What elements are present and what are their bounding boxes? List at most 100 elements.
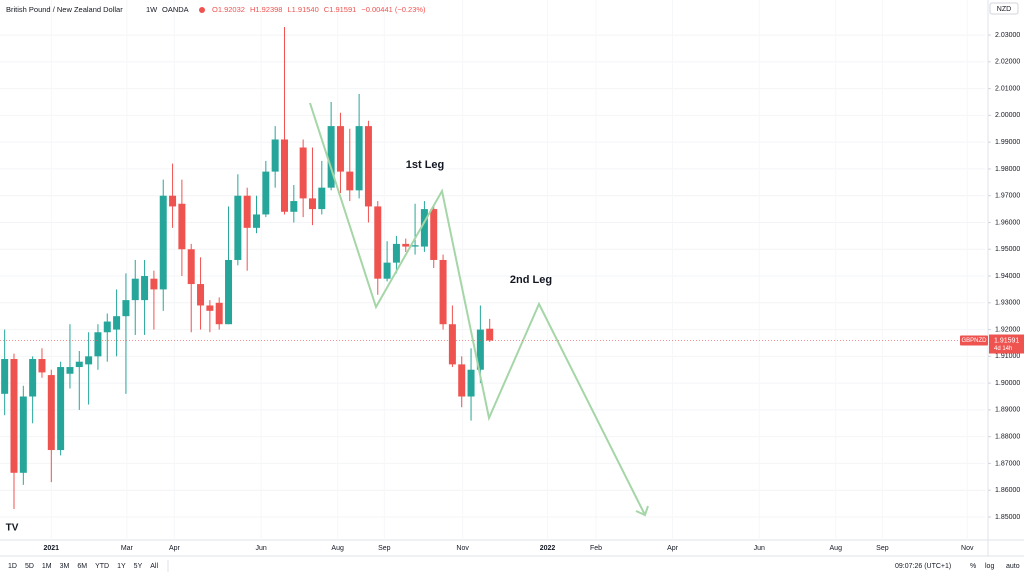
- candle-body: [336, 126, 344, 172]
- x-tick-label: Sep: [378, 545, 391, 552]
- candle-body: [197, 284, 205, 306]
- candle-body: [10, 359, 18, 473]
- candle-body: [19, 396, 27, 473]
- logo: TV: [6, 523, 19, 534]
- source: OANDA: [162, 5, 189, 14]
- clock: 09:07:26 (UTC+1): [895, 563, 951, 570]
- range-button[interactable]: YTD: [95, 563, 109, 570]
- currency-button[interactable]: [989, 2, 1019, 15]
- symbol-tag: GBPNZD: [961, 338, 987, 344]
- candle-body: [318, 187, 326, 210]
- range-button[interactable]: 1M: [42, 563, 52, 570]
- symbol-tag-bg: [960, 335, 988, 346]
- candle-body: [113, 316, 121, 330]
- candle-body: [150, 278, 158, 290]
- candle-body: [486, 328, 494, 341]
- candle-body: [364, 126, 372, 207]
- last-price-bg: [989, 334, 1024, 354]
- candle-body: [1, 359, 9, 394]
- y-tick-label: 1.89000: [995, 407, 1020, 414]
- candle-body: [262, 171, 270, 215]
- y-tick-label: 1.86000: [995, 487, 1020, 494]
- candle-body: [131, 278, 139, 301]
- interval: 1W: [146, 5, 158, 14]
- last-price-label: 1.91591: [994, 337, 1019, 344]
- candle-body: [411, 245, 419, 247]
- candle-body: [253, 214, 261, 228]
- candle-body: [103, 321, 111, 333]
- candle-body: [374, 206, 382, 279]
- drawing-arrowhead: [635, 505, 649, 517]
- toolbar: 1D 5D 1M 3M 6M YTD 1Y 5Y All 09:07:26 (UTC+1)% log…: [8, 560, 1020, 572]
- candle-body: [290, 201, 298, 212]
- range-button[interactable]: 5D: [25, 563, 34, 570]
- x-tick-label: Jun: [256, 545, 267, 552]
- candle-body: [392, 243, 400, 263]
- range-button[interactable]: 5Y: [134, 563, 143, 570]
- y-tick-label: 2.03000: [995, 32, 1020, 39]
- x-tick-label: 2022: [540, 545, 556, 552]
- candle-body: [38, 359, 46, 373]
- range-button[interactable]: 3M: [60, 563, 70, 570]
- plot: [0, 27, 985, 518]
- x-tick-label: Apr: [169, 545, 181, 552]
- candle-body: [308, 198, 316, 210]
- candle-body: [476, 329, 484, 370]
- candle-body: [234, 195, 242, 260]
- x-tick-label: Aug: [830, 545, 843, 552]
- y-tick-label: 2.01000: [995, 85, 1020, 92]
- x-tick-label: Nov: [961, 545, 974, 552]
- range-button[interactable]: 6M: [77, 563, 87, 570]
- scale-option[interactable]: %: [970, 563, 976, 570]
- candle-body: [169, 195, 177, 207]
- candle-body: [122, 300, 130, 317]
- candle-body: [225, 259, 233, 325]
- x-tick-label: Sep: [876, 545, 889, 552]
- range-button[interactable]: 1D: [8, 563, 17, 570]
- x-tick-label: 2021: [44, 545, 60, 552]
- candle-body: [57, 367, 65, 451]
- candle-body: [458, 364, 466, 397]
- x-tick-label: Mar: [121, 545, 134, 552]
- candle-body: [141, 276, 149, 301]
- candle-body: [420, 209, 428, 247]
- candle-body: [243, 195, 251, 228]
- candle-body: [215, 302, 223, 325]
- range-button[interactable]: 1Y: [117, 563, 126, 570]
- ohlc-value: −0.00441 (−0.23%): [361, 5, 426, 14]
- scale-option[interactable]: log: [985, 563, 994, 570]
- currency[interactable]: NZD: [997, 6, 1011, 13]
- y-tick-label: 1.87000: [995, 460, 1020, 467]
- candle-body: [75, 361, 83, 368]
- status-dot: [199, 7, 205, 13]
- candle-body: [430, 209, 438, 260]
- drawing-path: [309, 102, 646, 516]
- annotation: 2nd Leg: [510, 274, 552, 286]
- y-tick-label: 1.97000: [995, 193, 1020, 200]
- x-tick-label: Feb: [590, 545, 602, 552]
- y-tick-label: 1.88000: [995, 434, 1020, 441]
- range-button[interactable]: All: [150, 563, 158, 570]
- ohlc-value: O1.92032: [212, 5, 245, 14]
- candle-body: [66, 367, 74, 374]
- candle-body: [29, 359, 37, 397]
- candle-body: [439, 259, 447, 325]
- y-tick-label: 1.90000: [995, 380, 1020, 387]
- candle-body: [467, 369, 475, 397]
- candle-body: [346, 171, 354, 191]
- candle-body: [271, 139, 279, 172]
- y-tick-label: 1.93000: [995, 300, 1020, 307]
- y-tick-label: 2.02000: [995, 59, 1020, 66]
- y-tick-label: 1.85000: [995, 514, 1020, 521]
- ohlc-value: H1.92398: [250, 5, 283, 14]
- candle-body: [299, 147, 307, 199]
- candle-body: [355, 126, 363, 191]
- candle-body: [94, 332, 102, 357]
- y-tick-label: 1.92000: [995, 326, 1020, 333]
- y-tick-label: 1.91000: [995, 353, 1020, 360]
- candle-body: [280, 139, 288, 212]
- y-tick-label: 1.94000: [995, 273, 1020, 280]
- candle-body: [85, 356, 93, 365]
- scale-option[interactable]: auto: [1006, 563, 1020, 570]
